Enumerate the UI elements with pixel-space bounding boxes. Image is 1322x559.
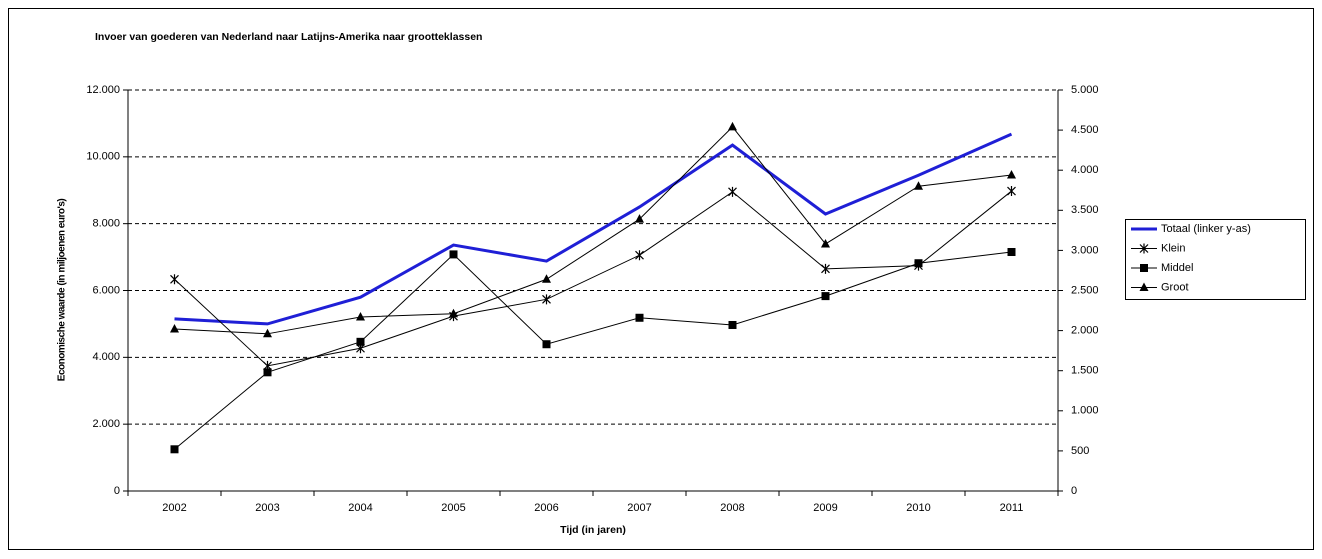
legend-box [1125, 219, 1306, 300]
data-point [263, 368, 272, 377]
y2-tick-label: 3.000 [1071, 244, 1099, 256]
data-point [170, 445, 179, 454]
x-tick-label: 2011 [1000, 502, 1024, 514]
chart-title: Invoer van goederen van Nederland naar L… [95, 31, 482, 43]
y-tick-label: 2.000 [92, 418, 120, 430]
y2-tick-label: 2.500 [1071, 284, 1099, 296]
y-tick-label: 6.000 [92, 284, 120, 296]
data-point [728, 320, 737, 329]
data-point [542, 274, 551, 283]
y2-tick-label: 1.000 [1071, 405, 1099, 417]
legend-label: Middel [1161, 262, 1193, 274]
data-point [170, 323, 179, 333]
data-point [542, 340, 551, 349]
data-point [914, 181, 923, 190]
data-point [914, 259, 923, 268]
legend-label: Totaal (linker y-as) [1161, 223, 1251, 235]
series-line [174, 251, 1012, 450]
y-tick-label: 4.000 [92, 351, 120, 363]
data-point [728, 121, 737, 131]
data-point [821, 292, 830, 301]
x-tick-label: 2007 [627, 502, 651, 514]
data-point [821, 238, 830, 248]
data-point [449, 308, 458, 318]
data-point [635, 214, 644, 223]
legend-marker [1139, 282, 1149, 291]
data-point [170, 274, 179, 285]
y-tick-label: 8.000 [92, 218, 120, 230]
y-axis-title: Economische waarde (in miljoenen euro's) [57, 199, 68, 382]
x-tick-label: 2005 [441, 502, 465, 514]
data-point [728, 186, 737, 197]
x-tick-label: 2006 [534, 502, 558, 514]
data-point [1007, 186, 1016, 197]
data-point [635, 313, 644, 322]
y2-tick-label: 3.500 [1071, 204, 1099, 216]
legend-label: Groot [1161, 281, 1189, 293]
y2-tick-label: 4.500 [1071, 124, 1099, 136]
legend-marker [1140, 264, 1148, 272]
chart-border [8, 8, 1314, 550]
data-point [635, 250, 644, 261]
x-tick-label: 2009 [813, 502, 837, 514]
series-line [174, 126, 1012, 335]
data-point [542, 294, 551, 305]
y2-tick-label: 500 [1071, 445, 1089, 457]
legend-marker [1139, 243, 1149, 254]
y-tick-label: 0 [114, 485, 120, 497]
series-line [174, 132, 1013, 326]
data-point [356, 337, 365, 346]
data-point [449, 250, 458, 259]
x-tick-label: 2010 [906, 502, 930, 514]
x-tick-label: 2008 [720, 502, 744, 514]
legend-label: Klein [1161, 242, 1185, 254]
y-tick-label: 12.000 [86, 84, 120, 96]
data-point [821, 263, 830, 274]
x-tick-label: 2004 [348, 502, 372, 514]
x-axis-title: Tijd (in jaren) [560, 524, 626, 536]
data-point [1007, 170, 1016, 179]
y2-tick-label: 1.500 [1071, 365, 1099, 377]
x-tick-label: 2003 [255, 502, 279, 514]
x-tick-label: 2002 [162, 502, 186, 514]
y2-tick-label: 2.000 [1071, 325, 1099, 337]
y2-tick-label: 5.000 [1071, 84, 1099, 96]
y2-tick-label: 0 [1071, 485, 1077, 497]
data-point [356, 311, 365, 321]
data-point [263, 328, 272, 338]
y2-tick-label: 4.000 [1071, 164, 1099, 176]
data-point [1007, 248, 1016, 257]
y-tick-label: 10.000 [86, 151, 120, 163]
